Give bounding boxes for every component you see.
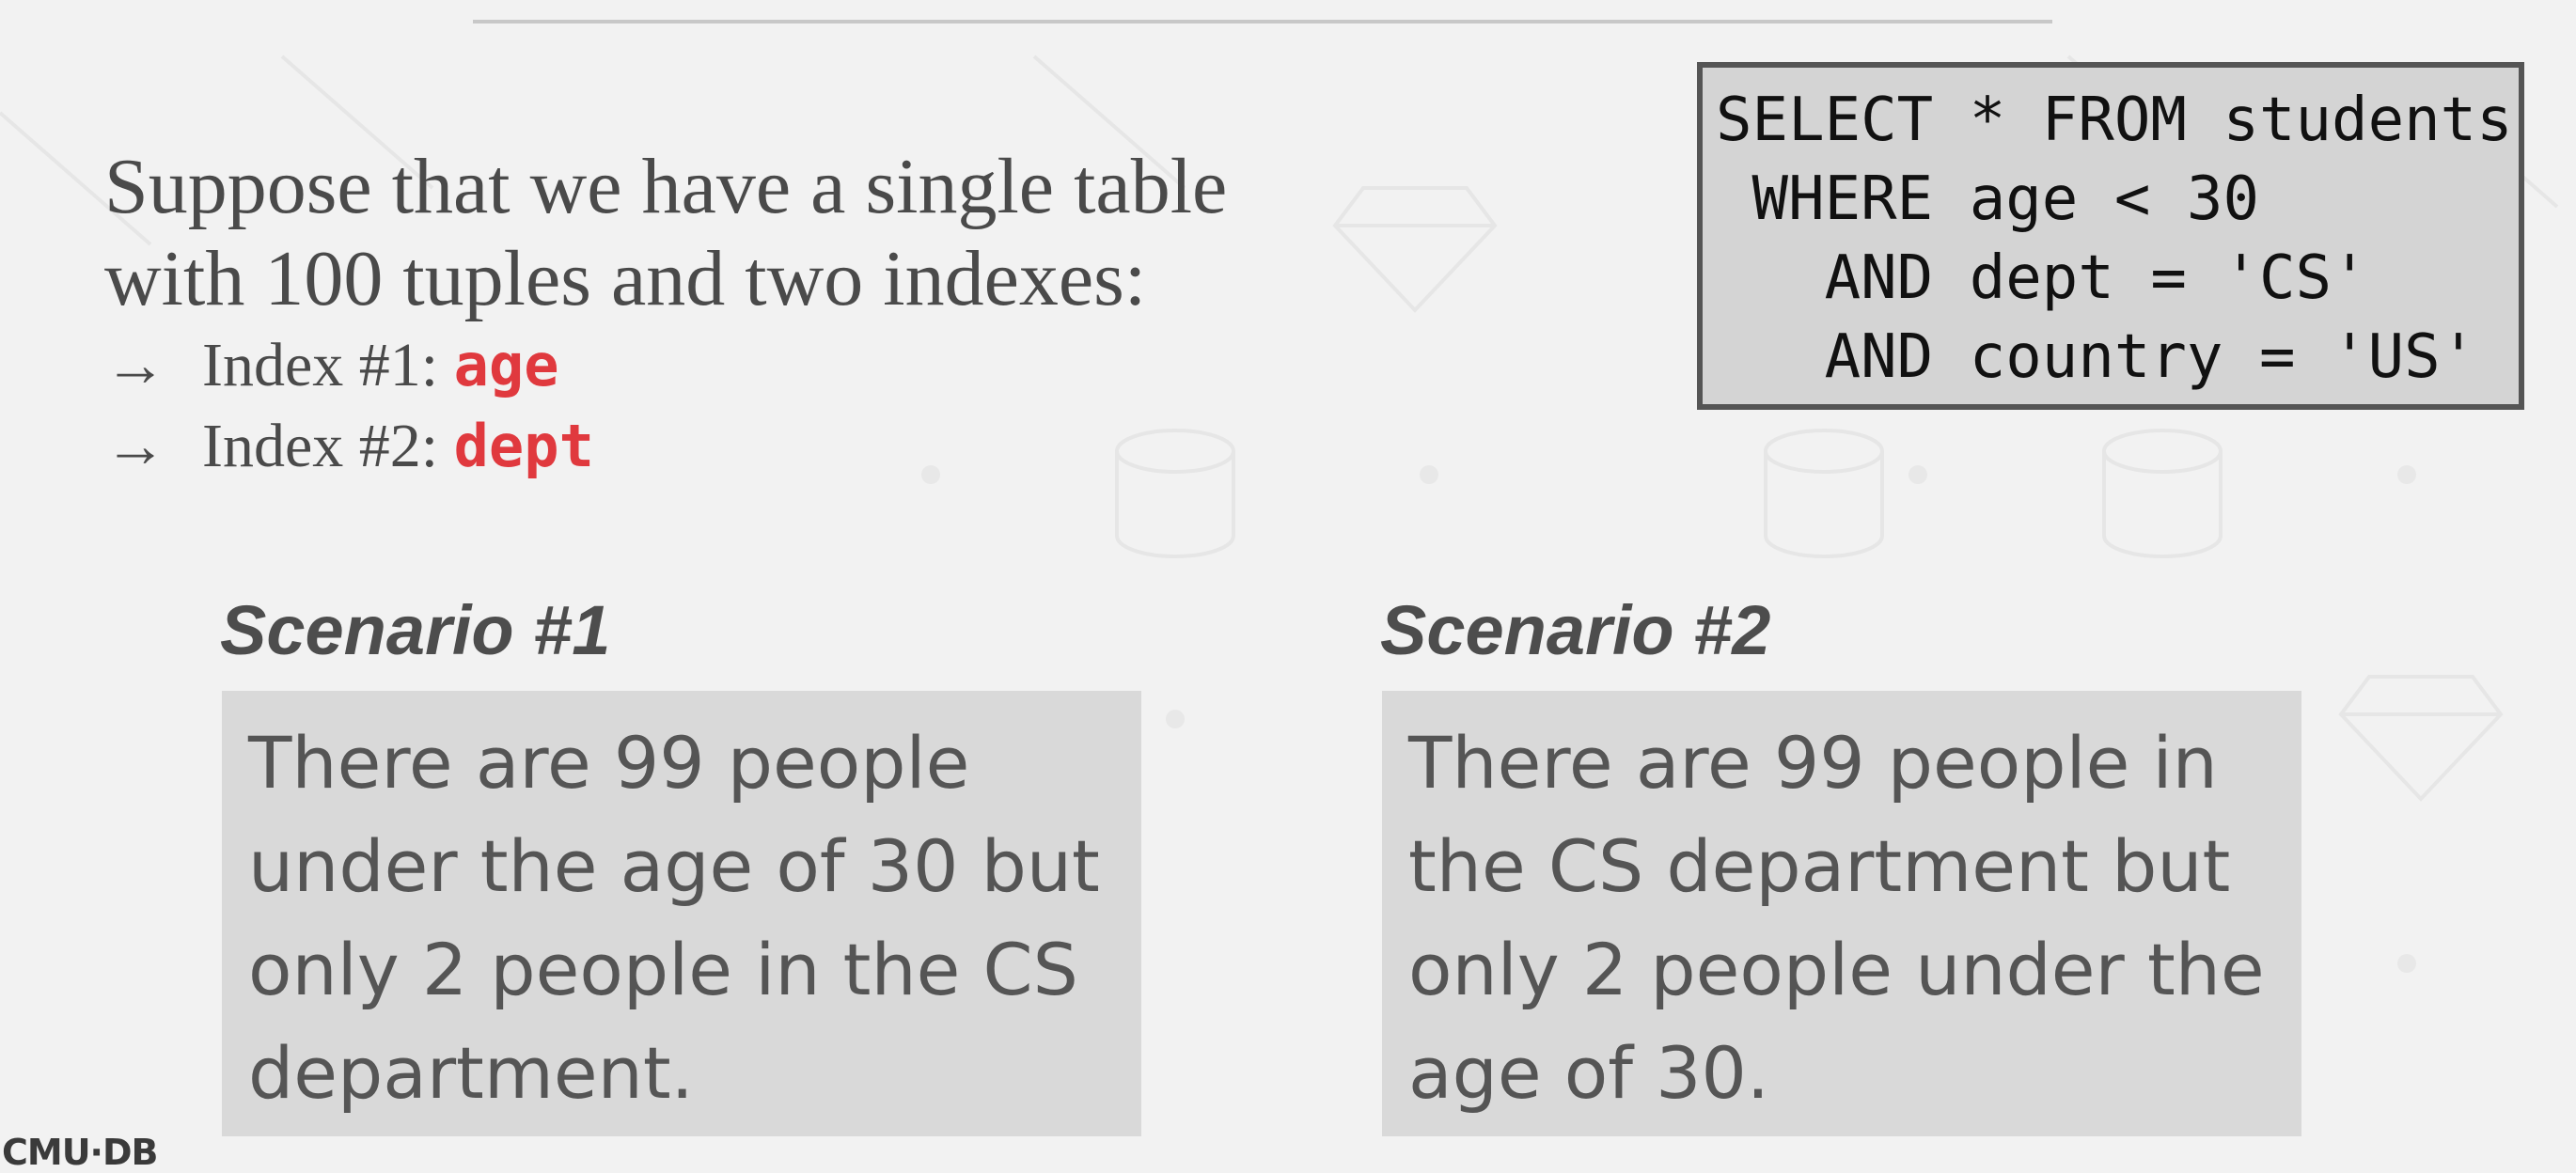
- index-column-code: dept: [453, 412, 594, 480]
- index-bullet-1: → Index #1: age: [104, 325, 1383, 406]
- scenario-2-box: There are 99 people in the CS department…: [1382, 691, 2301, 1136]
- scenario-1-line: under the age of 30 but: [248, 824, 1100, 908]
- sql-line: WHERE age < 30: [1716, 164, 2259, 234]
- database-icon: [1115, 429, 1235, 558]
- top-divider: [473, 20, 2052, 23]
- intro-line-1: Suppose that we have a single table: [104, 143, 1228, 230]
- index-column-code: age: [453, 331, 559, 399]
- arrow-icon: →: [104, 412, 166, 480]
- scenario-1-title: Scenario #1: [220, 591, 611, 669]
- scenario-2-title: Scenario #2: [1380, 591, 1771, 669]
- arrow-icon: →: [104, 331, 166, 399]
- cmu-db-logo: CMU·DB: [2, 1132, 159, 1173]
- sql-query-box: SELECT * FROM students WHERE age < 30 AN…: [1697, 62, 2524, 410]
- scenario-2-line: only 2 people under the: [1408, 928, 2265, 1011]
- scenario-1-line: There are 99 people: [248, 721, 970, 805]
- scenario-1-line: department.: [248, 1031, 694, 1115]
- diamond-icon: [2338, 675, 2504, 802]
- index-label: Index #2:: [202, 412, 454, 480]
- scenario-1-box: There are 99 people under the age of 30 …: [222, 691, 1141, 1136]
- scenario-2-line: age of 30.: [1408, 1031, 1770, 1115]
- sql-line: AND country = 'US': [1716, 322, 2477, 392]
- index-bullet-2: → Index #2: dept: [104, 406, 1383, 487]
- scenario-2-line: the CS department but: [1408, 824, 2231, 908]
- sql-line: SELECT * FROM students: [1716, 86, 2513, 155]
- scenario-1-line: only 2 people in the CS: [248, 928, 1078, 1011]
- sql-line: AND dept = 'CS': [1716, 243, 2368, 313]
- diamond-icon: [1332, 186, 1498, 313]
- database-icon: [2102, 429, 2223, 558]
- intro-text: Suppose that we have a single table with…: [104, 141, 1383, 487]
- index-label: Index #1:: [202, 331, 454, 399]
- database-icon: [1764, 429, 1884, 558]
- scenario-2-line: There are 99 people in: [1408, 721, 2218, 805]
- intro-line-2: with 100 tuples and two indexes:: [104, 235, 1147, 322]
